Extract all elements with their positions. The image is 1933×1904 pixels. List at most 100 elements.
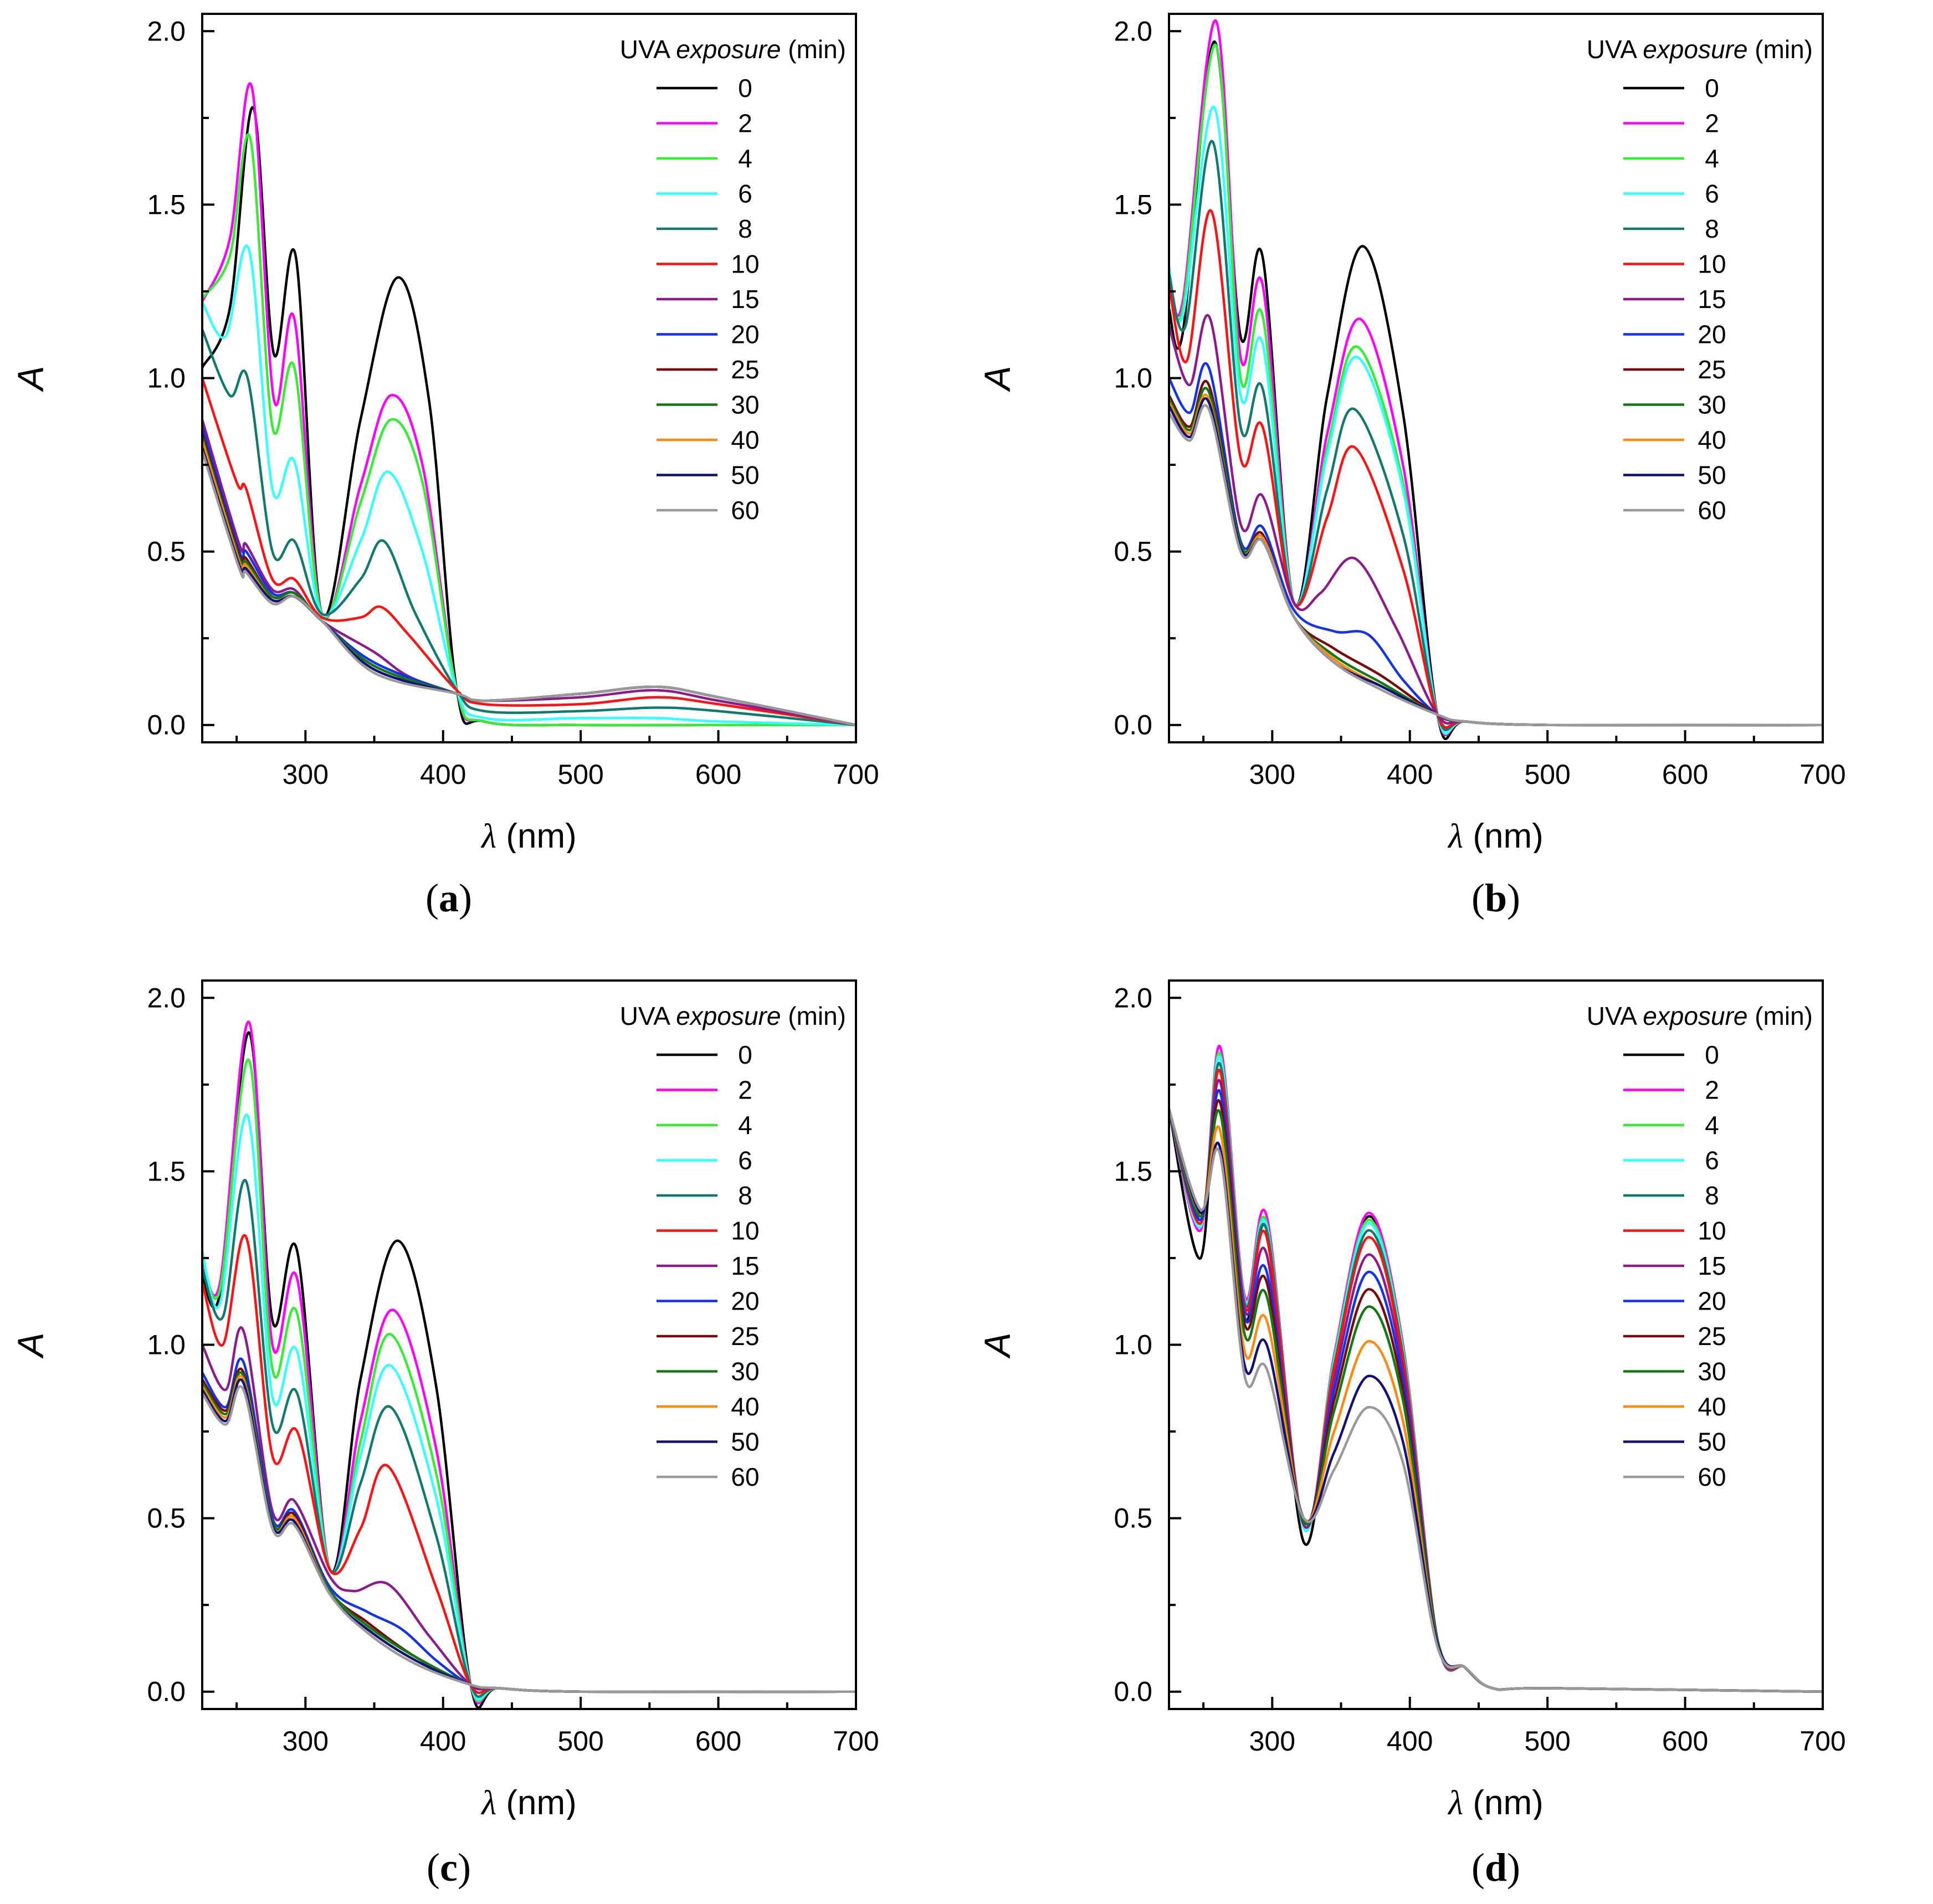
legend-label-20: 20 [731, 320, 759, 349]
legend-title-post: (min) [1747, 35, 1813, 64]
y-tick-label: 0.0 [1114, 710, 1152, 741]
legend-title: UVA exposure (min) [620, 1002, 846, 1030]
panel-a-caption: (a) [425, 876, 472, 920]
x-tick-label: 500 [557, 1726, 603, 1757]
legend-title-pre: UVA [1587, 1002, 1643, 1030]
y-tick-label: 2.0 [1114, 982, 1152, 1013]
series-line-8 [202, 329, 856, 726]
legend-label-40: 40 [1698, 425, 1726, 454]
legend-label-30: 30 [1698, 1357, 1726, 1386]
series-line-4 [202, 133, 856, 727]
legend-label-0: 0 [738, 74, 752, 102]
panel-a-caption-label: a [439, 876, 459, 920]
legend-title-em: exposure [1643, 35, 1747, 64]
x-tick-label: 500 [557, 759, 603, 790]
y-tick-label: 0.0 [147, 710, 186, 741]
legend-label-4: 4 [1705, 144, 1719, 173]
legend-label-60: 60 [731, 496, 759, 525]
x-tick-label: 400 [1387, 1726, 1433, 1757]
x-tick-label: 300 [283, 759, 329, 790]
y-axis-label: A [10, 1332, 51, 1359]
y-tick-label: 1.0 [1114, 1330, 1152, 1361]
series-line-60 [1169, 1108, 1823, 1693]
legend-label-20: 20 [1698, 320, 1726, 349]
legend-label-15: 15 [731, 285, 759, 314]
x-tick-label: 600 [695, 759, 741, 790]
x-tick-label: 600 [695, 1726, 741, 1757]
x-tick-label: 700 [1799, 1726, 1845, 1757]
legend-label-10: 10 [731, 1217, 759, 1245]
legend-label-6: 6 [1705, 1146, 1719, 1175]
legend-label-8: 8 [738, 1181, 752, 1210]
legend-label-15: 15 [1698, 1251, 1726, 1280]
y-tick-label: 1.0 [147, 363, 186, 394]
x-axis-label: λ (nm) [480, 817, 577, 853]
x-axis-unit: (nm) [1463, 817, 1544, 853]
legend-label-2: 2 [1705, 1076, 1719, 1105]
x-tick-label: 600 [1662, 759, 1708, 790]
series-group [1169, 19, 1823, 740]
legend-label-40: 40 [1698, 1392, 1726, 1421]
y-tick-label: 1.5 [147, 1156, 186, 1187]
legend-label-2: 2 [1705, 109, 1719, 138]
legend-title-pre: UVA [1587, 35, 1643, 64]
series-line-60 [1169, 404, 1823, 727]
x-tick-label: 300 [1249, 1726, 1295, 1757]
legend-label-50: 50 [731, 461, 759, 490]
legend-title: UVA exposure (min) [1587, 35, 1813, 64]
x-axis-unit: (nm) [496, 1784, 577, 1820]
x-axis-label: λ (nm) [1447, 1784, 1544, 1820]
legend-label-50: 50 [731, 1428, 759, 1456]
x-tick-label: 700 [1799, 759, 1845, 790]
legend-title-em: exposure [676, 35, 781, 64]
x-axis-unit: (nm) [1463, 1784, 1544, 1820]
legend-label-0: 0 [738, 1040, 752, 1069]
legend-label-0: 0 [1705, 1040, 1719, 1069]
x-tick-label: 600 [1662, 1726, 1708, 1757]
series-group [202, 82, 856, 727]
y-tick-label: 1.5 [1114, 1156, 1152, 1187]
x-axis-symbol: λ [480, 1784, 496, 1820]
legend-label-15: 15 [731, 1251, 759, 1280]
x-tick-label: 400 [1387, 759, 1433, 790]
legend-title-em: exposure [1643, 1002, 1747, 1030]
x-axis-symbol: λ [1447, 1784, 1463, 1820]
legend-label-6: 6 [1705, 179, 1719, 208]
y-tick-label: 0.5 [147, 1503, 186, 1534]
series-line-15 [202, 419, 856, 726]
x-axis-label: λ (nm) [1447, 817, 1544, 853]
legend-label-6: 6 [738, 179, 752, 208]
legend-label-2: 2 [738, 1076, 752, 1105]
legend-label-4: 4 [738, 144, 752, 173]
legend-label-8: 8 [1705, 1181, 1719, 1210]
legend-title-em: exposure [676, 1002, 781, 1030]
legend-label-40: 40 [731, 425, 759, 454]
legend-title: UVA exposure (min) [620, 35, 846, 64]
series-line-10 [202, 377, 856, 726]
legend-label-40: 40 [731, 1392, 759, 1421]
y-axis-label: A [977, 1332, 1018, 1359]
legend-title-post: (min) [781, 1002, 846, 1030]
legend-label-6: 6 [738, 1146, 752, 1175]
x-axis-unit: (nm) [496, 817, 577, 853]
x-tick-label: 500 [1524, 1726, 1570, 1757]
legend-label-25: 25 [1698, 1322, 1726, 1351]
legend-title: UVA exposure (min) [1587, 1002, 1813, 1030]
panel-c-caption-label: c [440, 1845, 458, 1890]
y-tick-label: 1.5 [147, 189, 186, 220]
y-tick-label: 1.0 [147, 1330, 186, 1361]
legend-label-10: 10 [1698, 250, 1726, 279]
legend-label-60: 60 [731, 1462, 759, 1491]
series-group [1169, 1045, 1823, 1693]
panel-c-caption: (c) [427, 1845, 471, 1890]
legend-label-4: 4 [738, 1111, 752, 1140]
series-line-60 [202, 450, 856, 726]
x-tick-label: 500 [1524, 759, 1570, 790]
x-axis-label: λ (nm) [480, 1784, 577, 1820]
legend-label-60: 60 [1698, 496, 1726, 525]
panel-b-caption-label: b [1484, 876, 1508, 920]
legend-title-post: (min) [1747, 1002, 1813, 1030]
y-tick-label: 0.0 [147, 1676, 186, 1707]
